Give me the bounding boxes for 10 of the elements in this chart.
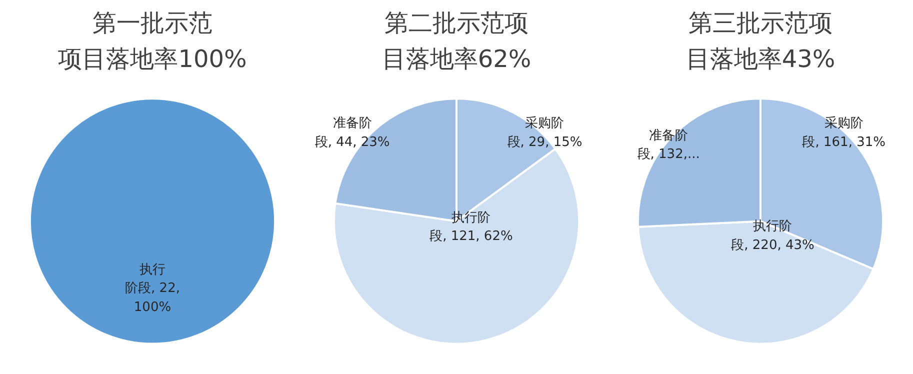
slice-label: 采购阶段, 29, 15% — [507, 116, 582, 150]
slice-label: 准备阶段, 132,... — [637, 128, 700, 162]
chart-title: 第二批示范项目落地率62% — [382, 8, 532, 74]
slice-label: 执行阶段, 22, 100% — [125, 262, 180, 315]
slice-label: 执行阶段, 121, 62% — [430, 210, 513, 244]
slice-label: 采购阶段, 161, 31% — [802, 116, 886, 150]
chart-title: 第一批示范项目落地率100% — [58, 8, 247, 74]
slice-label: 执行阶段, 220, 43% — [731, 219, 814, 253]
chart-title: 第三批示范项目落地率43% — [686, 8, 836, 74]
slice-label: 准备阶段, 44, 23% — [314, 116, 390, 150]
